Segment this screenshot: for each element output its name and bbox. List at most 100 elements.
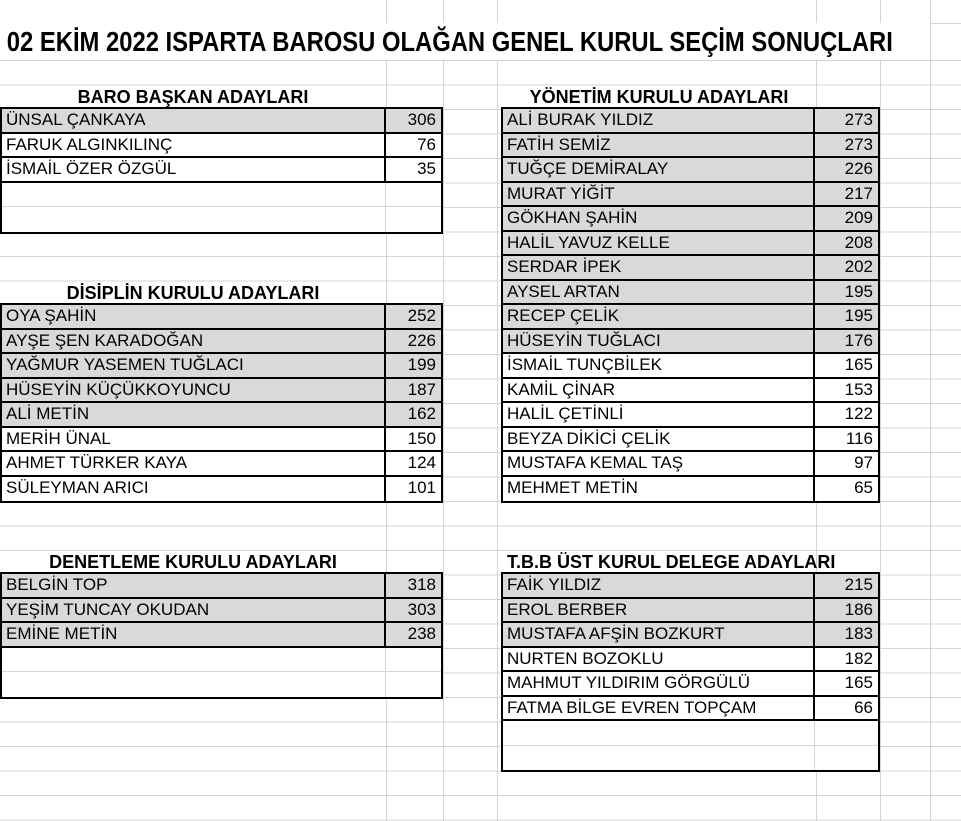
- empty-name-cell[interactable]: [2, 207, 386, 232]
- candidate-name[interactable]: OYA ŞAHİN: [2, 305, 386, 328]
- empty-vote-cell[interactable]: [386, 207, 441, 232]
- vote-count[interactable]: 176: [844, 330, 873, 350]
- vote-count[interactable]: 209: [844, 208, 873, 227]
- candidate-name[interactable]: İSMAİL ÖZER ÖZGÜL: [2, 158, 386, 181]
- vote-count[interactable]: 217: [844, 183, 873, 203]
- empty-vote-cell[interactable]: [386, 648, 441, 672]
- vote-count[interactable]: 273: [844, 110, 873, 129]
- candidate-name[interactable]: SÜLEYMAN ARICI: [2, 476, 386, 501]
- candidate-name[interactable]: HALİL ÇETİNLİ: [503, 403, 815, 426]
- empty-row: [503, 721, 878, 746]
- candidate-name[interactable]: FATMA BİLGE EVREN TOPÇAM: [503, 696, 815, 719]
- vote-count[interactable]: 199: [407, 355, 436, 374]
- vote-count[interactable]: 306: [407, 110, 436, 129]
- vote-count[interactable]: 318: [407, 575, 436, 594]
- candidate-name[interactable]: MAHMUT YILDIRIM GÖRGÜLÜ: [503, 672, 815, 695]
- candidate-name[interactable]: HÜSEYİN TUĞLACI: [503, 329, 815, 352]
- empty-name-cell[interactable]: [503, 745, 815, 770]
- candidate-row: HÜSEYİN KÜÇÜKKOYUNCU 187: [2, 378, 441, 403]
- vote-count[interactable]: 273: [844, 134, 873, 154]
- candidate-name[interactable]: ALİ BURAK YILDIZ: [503, 109, 815, 132]
- candidate-name[interactable]: YAĞMUR YASEMEN TUĞLACI: [2, 354, 386, 377]
- candidate-row: KAMİL ÇİNAR 153: [503, 378, 878, 403]
- candidate-row: AYSEL ARTAN 195: [503, 280, 878, 305]
- candidate-row: GÖKHAN ŞAHİN 209: [503, 207, 878, 232]
- candidate-name[interactable]: MEHMET METİN: [503, 476, 815, 501]
- candidate-row: İSMAİL ÖZER ÖZGÜL 35: [2, 158, 441, 183]
- candidate-row: NURTEN BOZOKLU 182: [503, 647, 878, 672]
- vote-count[interactable]: 124: [407, 453, 436, 472]
- candidate-name[interactable]: EROL BERBER: [503, 598, 815, 621]
- vote-count[interactable]: 238: [407, 624, 436, 643]
- candidate-name[interactable]: EMİNE METİN: [2, 623, 386, 646]
- vote-count[interactable]: 153: [844, 379, 873, 399]
- vote-count[interactable]: 202: [844, 257, 873, 276]
- candidate-name[interactable]: SERDAR İPEK: [503, 256, 815, 279]
- empty-vote-cell[interactable]: [815, 721, 878, 745]
- vote-count[interactable]: 65: [854, 477, 873, 497]
- candidate-row: MAHMUT YILDIRIM GÖRGÜLÜ 165: [503, 672, 878, 697]
- page-title: 02 EKİM 2022 ISPARTA BAROSU OLAĞAN GENEL…: [0, 23, 930, 60]
- vote-count[interactable]: 215: [844, 575, 873, 594]
- empty-vote-cell[interactable]: [815, 746, 878, 771]
- vote-count[interactable]: 226: [407, 330, 436, 350]
- vote-count[interactable]: 186: [844, 599, 873, 619]
- vote-count[interactable]: 116: [845, 428, 873, 448]
- candidate-name[interactable]: ÜNSAL ÇANKAYA: [2, 109, 386, 132]
- candidate-name[interactable]: TUĞÇE DEMİRALAY: [503, 158, 815, 181]
- candidate-name[interactable]: GÖKHAN ŞAHİN: [503, 207, 815, 230]
- candidate-name[interactable]: ALİ METİN: [2, 403, 386, 426]
- vote-count[interactable]: 303: [407, 599, 436, 619]
- candidate-name[interactable]: MUSTAFA AFŞİN BOZKURT: [503, 623, 815, 646]
- candidate-name[interactable]: MERİH ÜNAL: [2, 427, 386, 450]
- vote-count[interactable]: 101: [407, 477, 436, 497]
- vote-count[interactable]: 162: [407, 404, 436, 423]
- empty-vote-cell[interactable]: [386, 672, 441, 697]
- candidate-name[interactable]: NURTEN BOZOKLU: [503, 647, 815, 670]
- candidate-name[interactable]: FATİH SEMİZ: [503, 133, 815, 156]
- empty-name-cell[interactable]: [503, 721, 815, 745]
- empty-name-cell[interactable]: [2, 672, 386, 697]
- candidate-name[interactable]: İSMAİL TUNÇBİLEK: [503, 354, 815, 377]
- candidate-name[interactable]: KAMİL ÇİNAR: [503, 378, 815, 401]
- candidate-name[interactable]: HALİL YAVUZ KELLE: [503, 231, 815, 254]
- candidate-name[interactable]: YEŞİM TUNCAY OKUDAN: [2, 598, 386, 621]
- vote-count[interactable]: 122: [844, 404, 873, 423]
- candidate-name[interactable]: HÜSEYİN KÜÇÜKKOYUNCU: [2, 378, 386, 401]
- candidate-name[interactable]: AYŞE ŞEN KARADOĞAN: [2, 329, 386, 352]
- vote-count[interactable]: 35: [417, 159, 436, 178]
- vote-count[interactable]: 165: [844, 355, 873, 374]
- vote-count[interactable]: 165: [844, 673, 873, 692]
- empty-row: [503, 745, 878, 771]
- candidate-row: YAĞMUR YASEMEN TUĞLACI 199: [2, 354, 441, 379]
- vote-count[interactable]: 183: [844, 624, 873, 643]
- candidate-row: ALİ METİN 162: [2, 403, 441, 428]
- vote-count[interactable]: 66: [854, 697, 873, 717]
- vote-count[interactable]: 226: [844, 159, 873, 178]
- empty-vote-cell[interactable]: [386, 183, 441, 207]
- vote-count[interactable]: 195: [844, 281, 873, 301]
- vote-count[interactable]: 97: [854, 453, 873, 472]
- candidate-name[interactable]: RECEP ÇELİK: [503, 305, 815, 328]
- candidate-name[interactable]: BEYZA DİKİCİ ÇELİK: [503, 427, 815, 450]
- candidate-name[interactable]: AYSEL ARTAN: [503, 280, 815, 303]
- vote-count[interactable]: 187: [407, 379, 436, 399]
- candidate-name[interactable]: FARUK ALGINKILINÇ: [2, 133, 386, 156]
- vote-count[interactable]: 150: [407, 428, 436, 448]
- empty-row: [2, 647, 441, 672]
- vote-count[interactable]: 76: [417, 134, 436, 154]
- candidate-name[interactable]: BELGİN TOP: [2, 574, 386, 597]
- empty-name-cell[interactable]: [2, 647, 386, 671]
- vote-count[interactable]: 182: [844, 648, 873, 668]
- candidate-row: AYŞE ŞEN KARADOĞAN 226: [2, 329, 441, 354]
- vote-count[interactable]: 208: [844, 232, 873, 252]
- candidate-name[interactable]: MUSTAFA KEMAL TAŞ: [503, 452, 815, 475]
- candidate-name[interactable]: FAİK YILDIZ: [503, 574, 815, 597]
- candidate-row: EROL BERBER 186: [503, 598, 878, 623]
- vote-count[interactable]: 195: [844, 306, 873, 325]
- candidate-name[interactable]: AHMET TÜRKER KAYA: [2, 452, 386, 475]
- candidate-row: YEŞİM TUNCAY OKUDAN 303: [2, 598, 441, 623]
- vote-count[interactable]: 252: [407, 306, 436, 325]
- candidate-name[interactable]: MURAT YİĞİT: [503, 182, 815, 205]
- empty-name-cell[interactable]: [2, 182, 386, 206]
